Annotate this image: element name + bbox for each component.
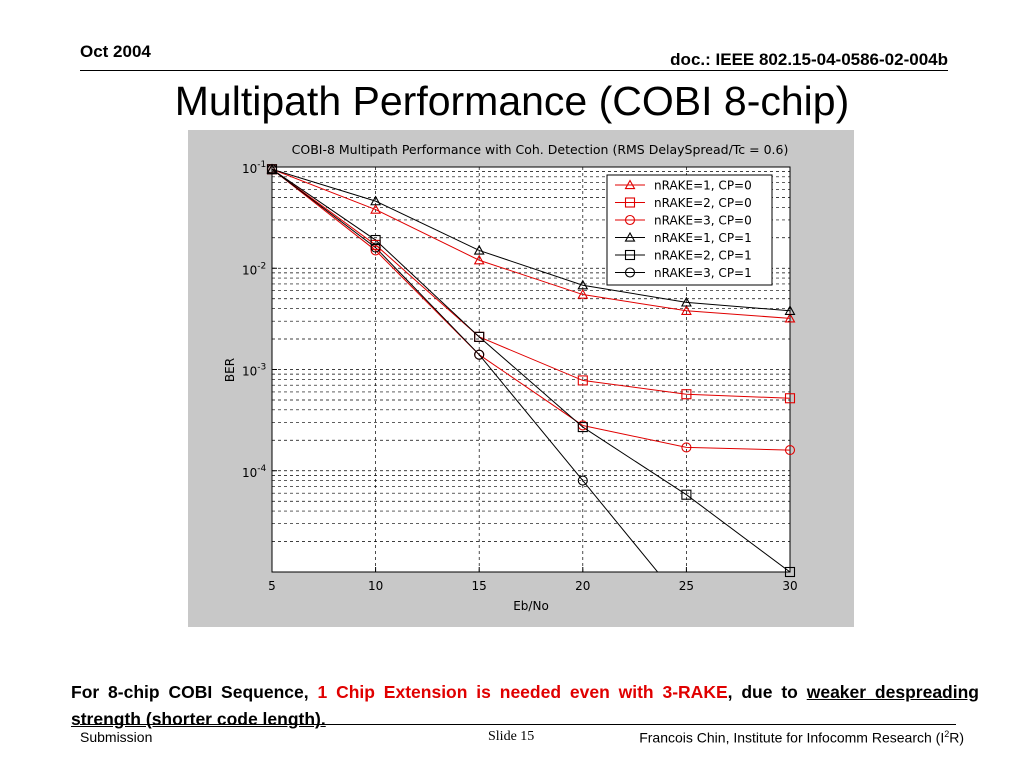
series-line-5 [272,168,790,572]
grid-lines [272,167,790,572]
x-tick-label: 10 [368,579,383,593]
legend-label: nRAKE=1, CP=1 [654,231,752,245]
data-point-series-1 [577,288,589,299]
slide-title: Multipath Performance (COBI 8-chip) [174,78,850,124]
data-point-series-1 [784,312,796,323]
data-point-series-2 [681,389,692,400]
caption-text-2: , due to [727,682,807,702]
footer-author-suffix: R) [949,729,964,746]
data-point-series-4 [577,279,589,290]
legend-marker [624,197,636,208]
series-line-2 [272,168,790,399]
data-point-series-6 [370,242,381,253]
series-line-4 [272,168,790,312]
footer-rule [80,724,956,725]
data-point-series-5 [370,234,381,246]
data-point-series-4 [473,244,485,255]
data-point-series-6 [577,475,588,486]
legend-label: nRAKE=3, CP=0 [654,214,752,228]
footer-author-sup: 2 [944,729,950,739]
y-axis-label: BER [223,358,237,382]
data-point-series-4 [266,163,278,174]
data-point-series-1 [370,203,382,214]
series-lines [272,168,790,572]
data-point-series-3 [784,445,796,456]
header-date: Oct 2004 [80,42,151,61]
chart-title: COBI-8 Multipath Performance with Coh. D… [292,142,789,157]
series-line-3 [272,168,790,451]
x-axis-ticks: 5 10 15 20 25 30 [268,567,798,593]
data-point-series-4 [370,195,382,206]
y-tick-label: 10-1 [242,160,266,176]
caption-text-1: For 8-chip COBI Sequence, [71,682,318,702]
header-rule [80,70,948,71]
data-point-series-6 [474,349,485,360]
x-tick-label: 5 [268,579,276,593]
data-point-series-5 [681,489,692,500]
data-point-series-2 [577,375,588,386]
footer-author: Francois Chin, Institute for Infocomm Re… [639,729,964,746]
data-point-series-5 [577,422,588,433]
series-markers [266,163,796,578]
chart-figure: COBI-8 Multipath Performance with Coh. D… [188,130,854,627]
data-point-series-5 [474,331,485,342]
legend-marker [624,179,636,190]
x-tick-label: 20 [575,579,590,593]
y-tick-label: 10-4 [242,464,267,480]
footer-slide-number: Slide 15 [488,729,535,744]
series-line-6 [272,168,659,572]
x-axis-label: Eb/No [513,599,549,613]
x-tick-label: 30 [782,579,797,593]
y-axis-ticks: 10-1 10-2 10-3 10-4 [242,160,277,480]
header-doc-id: doc.: IEEE 802.15-04-0586-02-004b [670,50,948,69]
caption-highlight: 1 Chip Extension is needed even with 3-R… [317,682,728,702]
legend-marker [624,267,636,278]
legend-label: nRAKE=3, CP=1 [654,266,752,280]
legend-box [606,174,773,286]
x-tick-label: 25 [679,579,694,593]
data-point-series-1 [473,254,485,265]
y-tick-label: 10-2 [242,261,266,277]
data-point-series-3 [370,245,381,256]
legend-marker [624,249,636,261]
data-point-series-6 [266,164,278,175]
legend-marker [624,231,636,242]
data-point-series-4 [680,296,692,307]
legend-label: nRAKE=1, CP=0 [654,179,752,193]
legend-label: nRAKE=2, CP=1 [654,249,752,263]
data-point-series-3 [681,442,692,453]
y-tick-label: 10-3 [242,363,266,379]
data-point-series-4 [784,305,796,315]
series-line-1 [272,168,790,319]
data-point-series-1 [680,305,692,315]
legend-label: nRAKE=2, CP=0 [654,196,752,210]
ber-chart: COBI-8 Multipath Performance with Coh. D… [223,142,798,613]
footer-submission: Submission [80,729,153,745]
legend-marker [624,214,636,226]
data-point-series-2 [784,393,796,404]
footer-author-prefix: Francois Chin, Institute for Infocomm Re… [639,729,945,746]
x-tick-label: 15 [472,579,487,593]
chart-legend: nRAKE=1, CP=0 nRAKE=2, CP=0 nRAKE=3, CP=0 n… [606,174,773,286]
